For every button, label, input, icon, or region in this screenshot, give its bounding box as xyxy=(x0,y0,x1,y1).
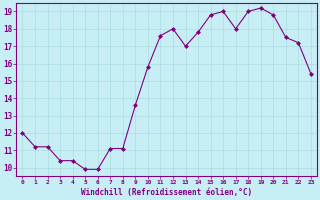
X-axis label: Windchill (Refroidissement éolien,°C): Windchill (Refroidissement éolien,°C) xyxy=(81,188,252,197)
